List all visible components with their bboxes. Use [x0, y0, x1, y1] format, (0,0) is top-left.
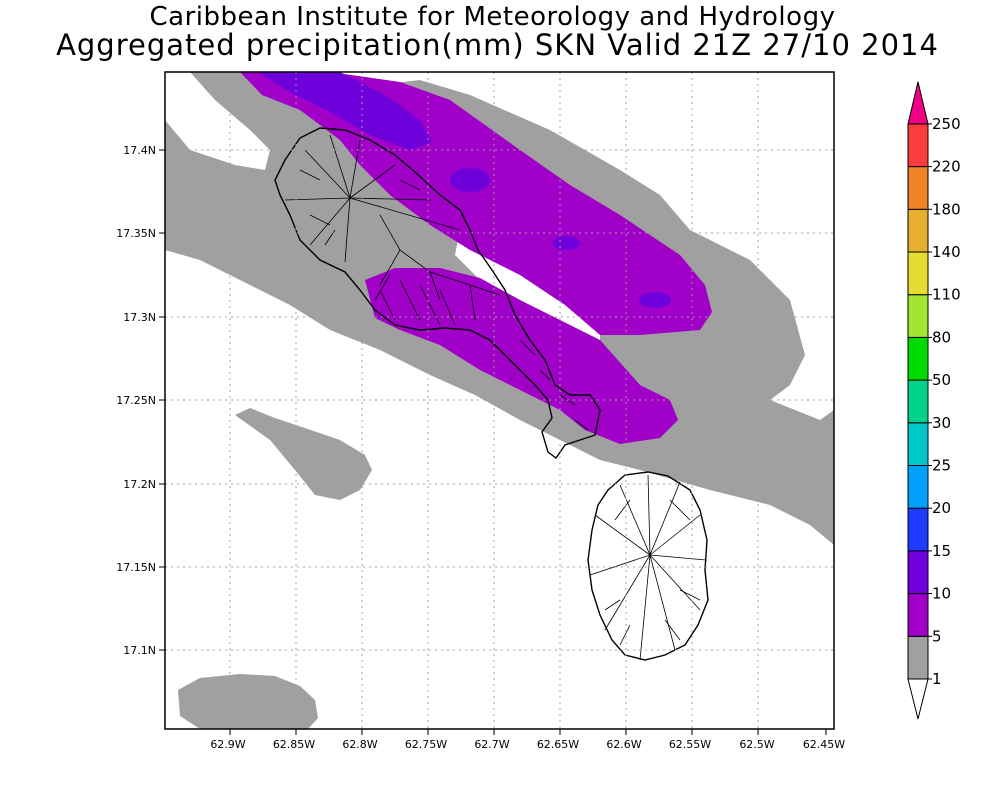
colorbar-swatch — [907, 465, 929, 509]
colorbar-label: 30 — [932, 414, 951, 432]
y-tick-label: 17.4N — [123, 144, 156, 157]
colorbar-label: 50 — [932, 371, 951, 389]
x-tick-label: 62.45W — [803, 738, 845, 751]
title-line1: Caribbean Institute for Meteorology and … — [149, 2, 836, 32]
colorbar-swatch — [907, 166, 929, 210]
island-nevis — [274, 127, 601, 459]
colorbar-swatch — [907, 379, 929, 424]
colorbar-swatch — [907, 550, 929, 595]
x-tick-label: 62.9W — [210, 738, 245, 751]
colorbar-swatch — [907, 635, 929, 680]
colorbar-swatch — [907, 678, 929, 720]
x-tick-label: 62.85W — [273, 738, 315, 751]
y-axis: 17.4N 17.35N 17.3N 17.25N 17.2N 17.15N 1… — [116, 144, 165, 657]
y-tick-label: 17.15N — [116, 561, 156, 574]
colorbar-label: 180 — [932, 200, 961, 218]
colorbar-label: 140 — [932, 243, 961, 261]
colorbar-label: 80 — [932, 328, 951, 346]
colorbar-swatch — [907, 593, 929, 637]
colorbar-swatch — [907, 294, 929, 338]
map-grid — [165, 72, 834, 729]
x-tick-label: 62.55W — [669, 738, 711, 751]
colorbar-swatch — [907, 208, 929, 253]
map-plot-area — [164, 71, 835, 730]
y-tick-label: 17.35N — [116, 227, 156, 240]
colorbar-swatch — [907, 81, 929, 125]
x-tick-label: 62.8W — [342, 738, 377, 751]
precip-field-5-10mm — [240, 72, 712, 444]
y-tick-label: 17.2N — [123, 478, 156, 491]
x-tick-label: 62.6W — [606, 738, 641, 751]
x-tick-label: 62.75W — [405, 738, 447, 751]
colorbar-label: 20 — [932, 499, 951, 517]
island-st-kitts — [587, 471, 709, 661]
x-axis: 62.9W 62.85W 62.8W 62.75W 62.7W 62.65W 6… — [210, 729, 845, 751]
y-tick-label: 17.1N — [123, 644, 156, 657]
x-tick-label: 62.5W — [739, 738, 774, 751]
colorbar-label: 5 — [932, 627, 942, 645]
colorbar-label: 110 — [932, 286, 961, 304]
colorbar-swatch — [907, 251, 929, 296]
colorbar-swatch — [907, 422, 929, 466]
x-tick-label: 62.7W — [474, 738, 509, 751]
colorbar-swatch — [907, 123, 929, 168]
precip-field-10-15mm — [258, 72, 671, 308]
colorbar-label: 10 — [932, 585, 951, 603]
colorbar-label: 1 — [932, 670, 942, 688]
y-tick-label: 17.25N — [116, 394, 156, 407]
colorbar-swatch — [907, 336, 929, 381]
colorbar-label: 15 — [932, 542, 951, 560]
x-tick-label: 62.65W — [537, 738, 579, 751]
colorbar-label: 25 — [932, 457, 951, 475]
colorbar-label: 250 — [932, 115, 961, 133]
title-line2: Aggregated precipitation(mm) SKN Valid 2… — [56, 28, 939, 62]
colorbar-label: 220 — [932, 158, 961, 176]
colorbar-swatch — [907, 507, 929, 552]
y-tick-label: 17.3N — [123, 311, 156, 324]
